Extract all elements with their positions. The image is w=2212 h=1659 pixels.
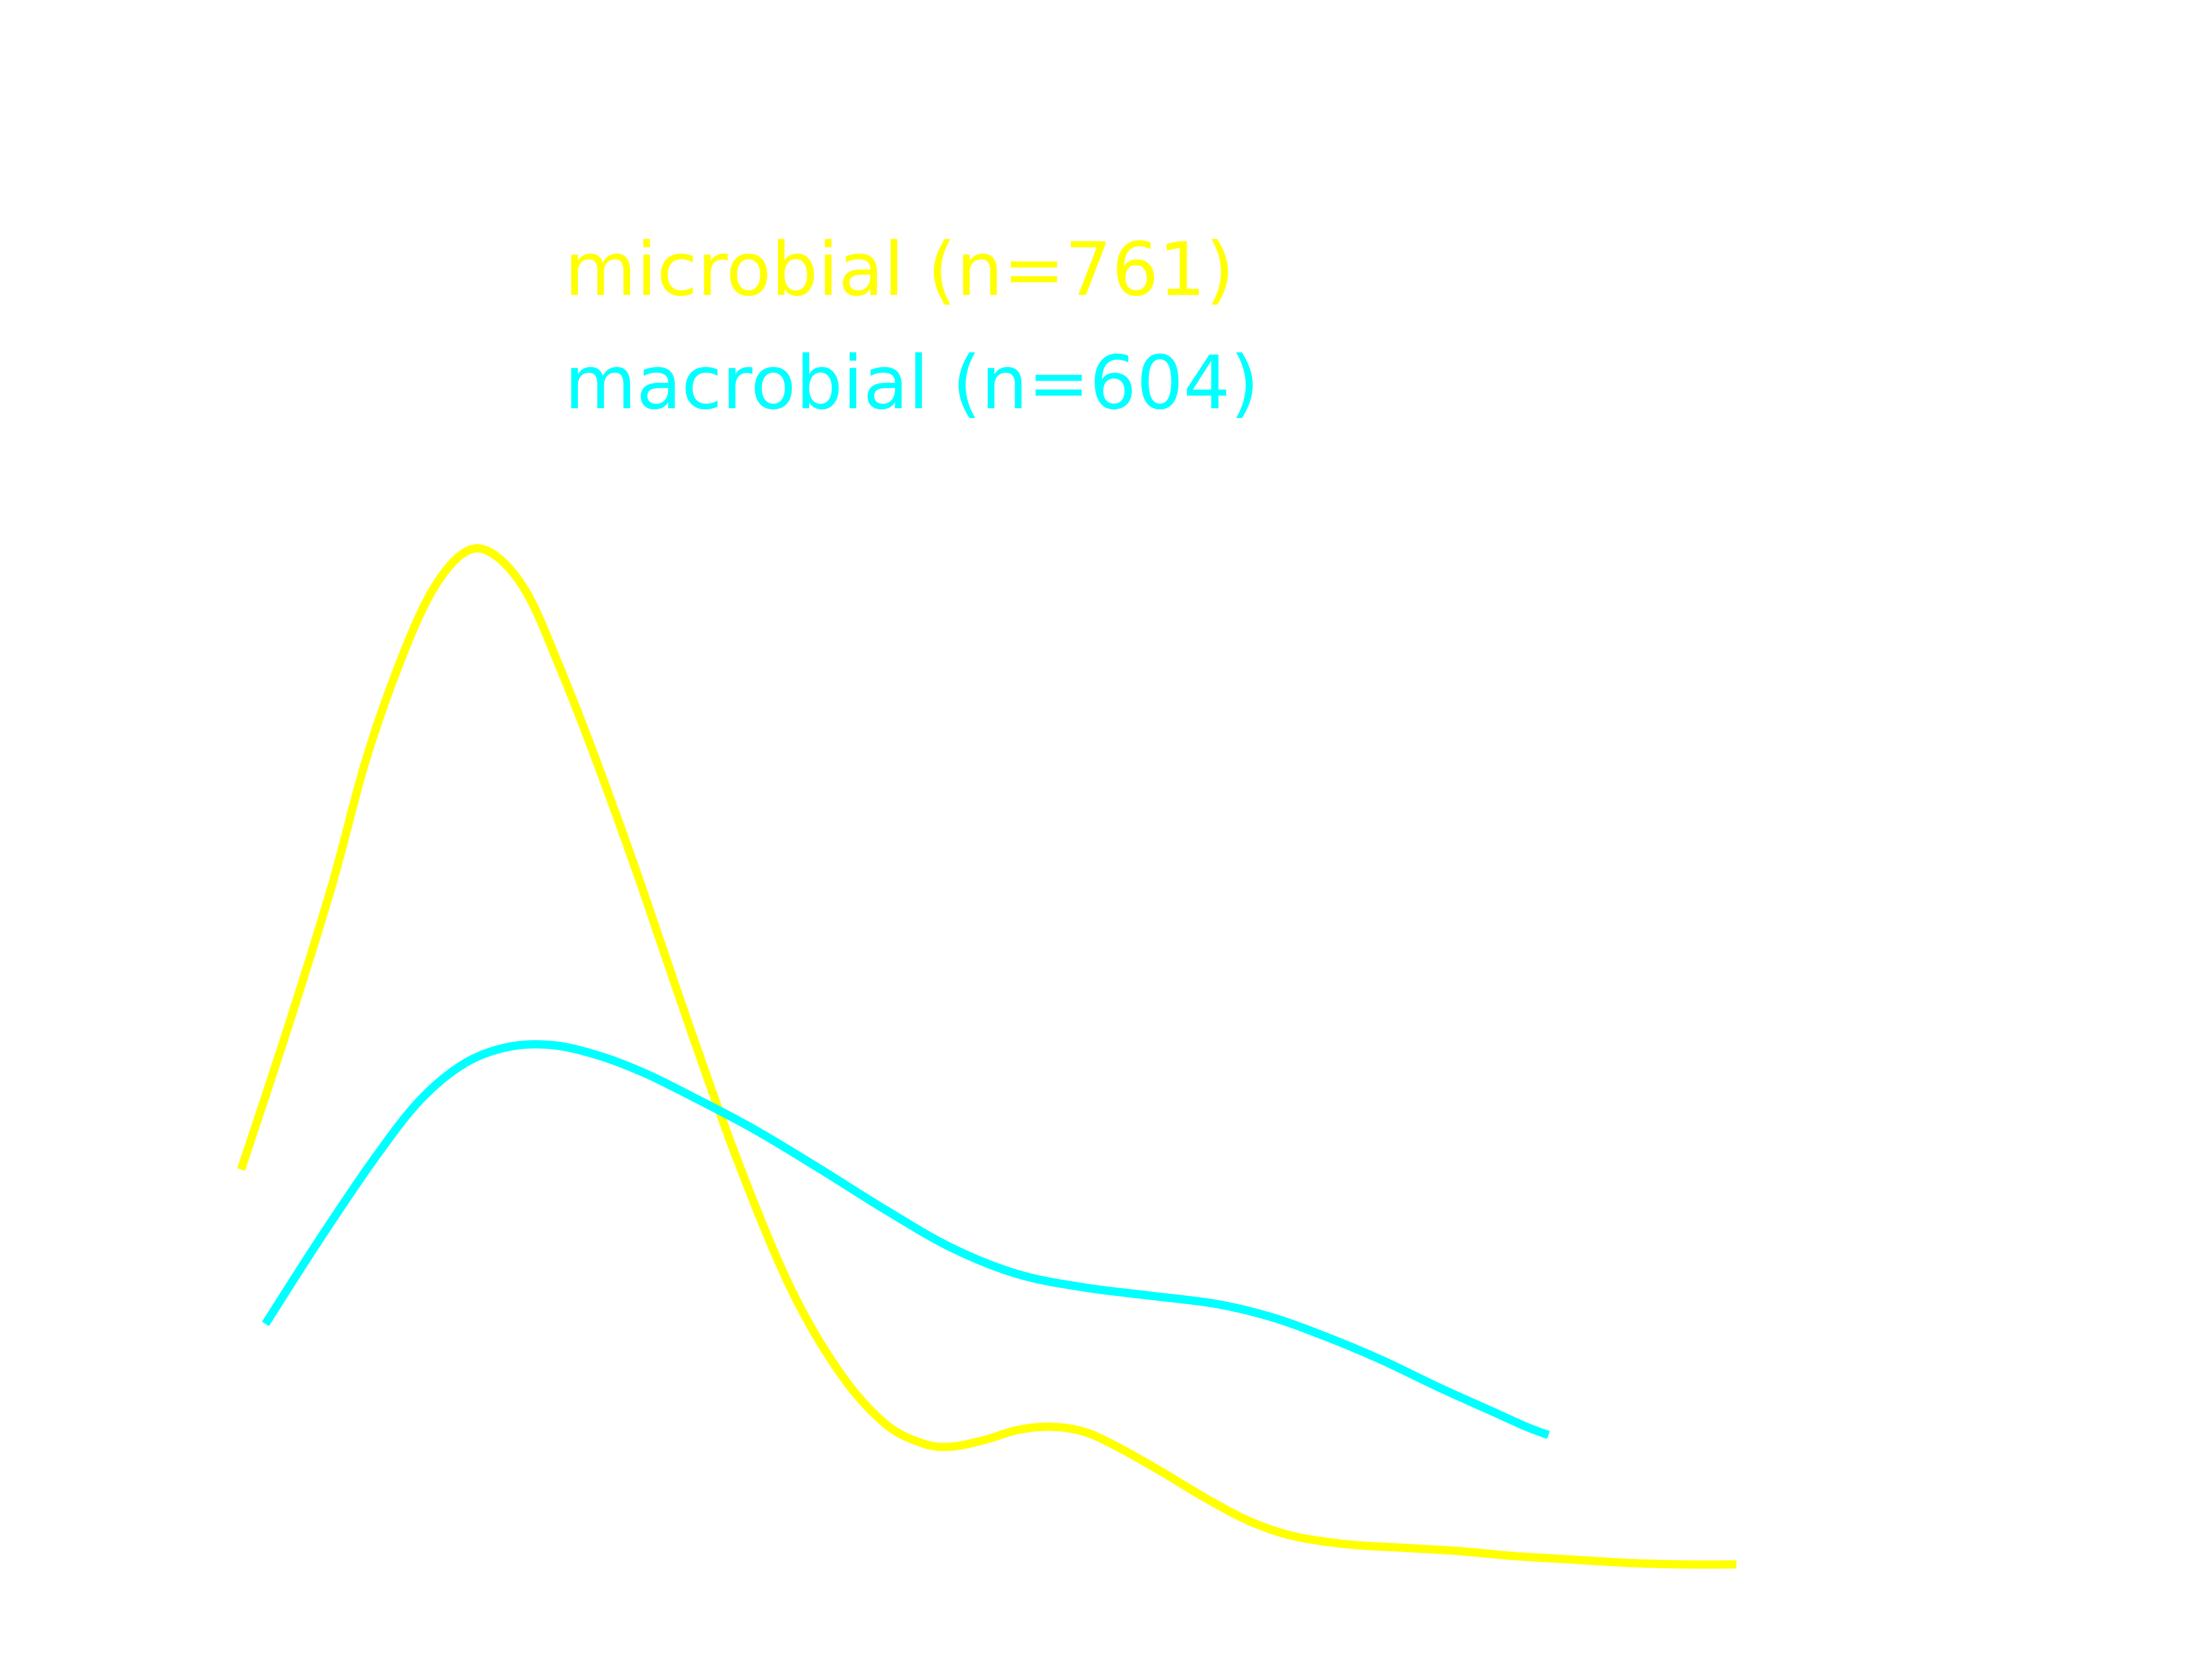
series-line-macrobial	[262, 1040, 1550, 1439]
legend: microbial (n=761) macrobial (n=604)	[565, 226, 1259, 426]
legend-entry-macrobial: macrobial (n=604)	[565, 340, 1259, 426]
legend-entry-microbial: microbial (n=761)	[565, 226, 1235, 312]
series-layer	[237, 544, 1737, 1569]
series-line-microbial	[237, 544, 1737, 1569]
